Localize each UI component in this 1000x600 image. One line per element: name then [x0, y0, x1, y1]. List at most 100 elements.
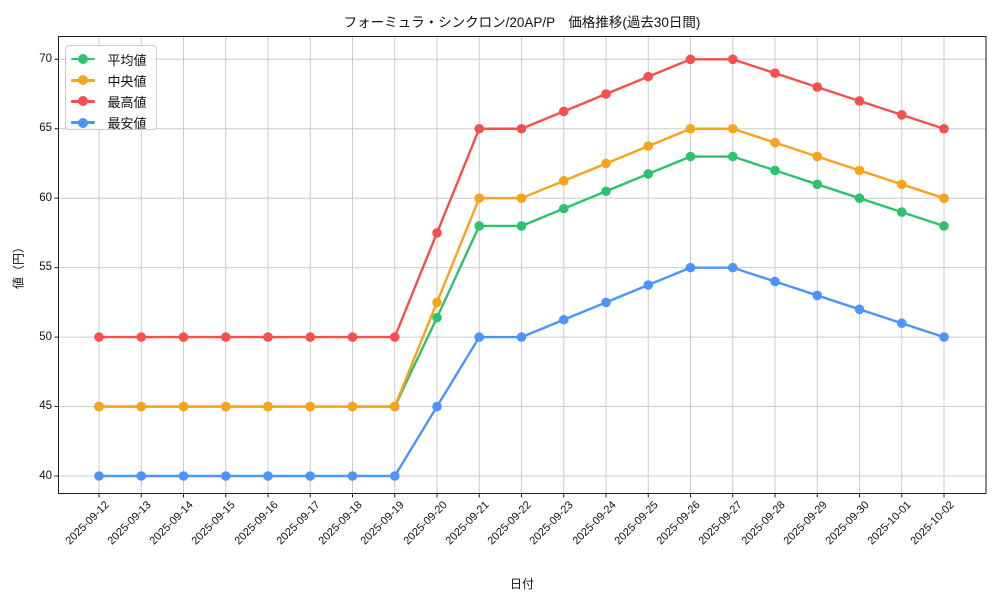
legend-line-sample-icon — [70, 75, 95, 86]
data-point-median — [770, 137, 780, 148]
data-point-median — [896, 179, 907, 190]
data-point-max — [643, 71, 654, 82]
data-point-median — [389, 401, 400, 412]
data-point-max — [220, 332, 231, 342]
y-tick-label: 45 — [39, 400, 52, 413]
legend-marker-icon — [77, 96, 88, 107]
data-point-median — [854, 165, 865, 176]
data-point-min — [220, 471, 231, 481]
data-point-min — [432, 401, 442, 412]
data-point-max — [516, 123, 527, 134]
y-tick-label: 55 — [39, 261, 52, 274]
data-point-max — [939, 123, 949, 134]
data-point-min — [727, 262, 738, 273]
legend-item-min: 最安値 — [66, 112, 156, 133]
y-tick-label: 65 — [39, 122, 52, 135]
data-point-median — [558, 176, 569, 186]
legend-line-sample-icon — [70, 96, 95, 107]
data-point-median — [220, 401, 231, 412]
data-point-min — [516, 332, 527, 342]
data-point-max — [263, 332, 273, 342]
data-point-median — [347, 401, 358, 412]
data-point-min — [178, 471, 189, 481]
data-point-median — [727, 123, 738, 134]
data-point-min — [896, 318, 907, 329]
data-point-min — [94, 471, 104, 481]
data-point-mean — [558, 203, 569, 214]
data-point-mean — [474, 221, 485, 231]
legend-label: 中央値 — [107, 73, 147, 89]
data-point-mean — [939, 221, 949, 231]
legend-item-median: 中央値 — [66, 70, 156, 91]
data-point-mean — [727, 151, 738, 162]
legend-marker-icon — [77, 54, 88, 65]
data-point-max — [812, 82, 823, 92]
data-point-median — [178, 401, 189, 412]
data-point-max — [136, 332, 147, 342]
data-point-median — [516, 193, 527, 203]
data-point-min — [685, 262, 696, 273]
data-point-max — [896, 110, 907, 120]
data-point-mean — [685, 151, 696, 162]
data-point-mean — [432, 312, 442, 323]
data-point-median — [474, 193, 485, 203]
data-point-median — [305, 401, 316, 412]
data-point-mean — [896, 207, 907, 217]
legend: 平均値中央値最高値最安値 — [64, 44, 157, 133]
data-point-mean — [812, 179, 823, 190]
data-point-mean — [643, 169, 654, 179]
data-point-median — [939, 193, 949, 203]
data-point-max — [94, 332, 104, 342]
data-point-min — [770, 276, 780, 287]
x-axis-label: 日付 — [509, 577, 535, 591]
data-point-median — [643, 141, 654, 151]
legend-label: 最高値 — [107, 94, 147, 110]
data-point-max — [727, 54, 738, 65]
legend-marker-icon — [77, 75, 88, 86]
legend-label: 最安値 — [107, 116, 147, 132]
data-point-max — [770, 68, 780, 78]
data-point-max — [474, 123, 485, 134]
legend-item-max: 最高値 — [66, 91, 156, 112]
data-point-min — [854, 304, 865, 315]
data-point-max — [432, 228, 442, 238]
y-tick-label: 50 — [39, 330, 52, 343]
data-point-min — [601, 297, 611, 308]
legend-line-sample-icon — [70, 117, 95, 128]
data-point-min — [812, 290, 823, 301]
data-point-min — [305, 471, 316, 481]
y-tick-label: 60 — [39, 191, 52, 204]
data-point-max — [558, 106, 569, 117]
legend-item-mean: 平均値 — [66, 49, 156, 70]
data-point-mean — [601, 186, 611, 197]
y-tick-label: 70 — [39, 52, 52, 65]
data-point-min — [474, 332, 485, 342]
data-point-max — [305, 332, 316, 342]
data-point-median — [601, 158, 611, 169]
data-point-median — [94, 401, 104, 412]
legend-line-sample-icon — [70, 54, 95, 65]
data-point-max — [685, 54, 696, 65]
data-point-min — [643, 280, 654, 290]
legend-label: 平均値 — [107, 52, 147, 68]
data-point-max — [347, 332, 358, 342]
data-point-min — [263, 471, 273, 481]
data-point-min — [389, 471, 400, 481]
data-point-min — [558, 314, 569, 325]
data-point-min — [347, 471, 358, 481]
data-point-min — [136, 471, 147, 481]
data-point-median — [685, 123, 696, 134]
data-point-median — [812, 151, 823, 162]
plot-border — [58, 36, 987, 494]
data-point-max — [854, 96, 865, 106]
y-tick-label: 40 — [39, 469, 52, 482]
data-point-min — [939, 332, 949, 342]
data-point-max — [389, 332, 400, 342]
legend-marker-icon — [77, 117, 88, 128]
data-point-median — [263, 401, 273, 412]
data-point-max — [178, 332, 189, 342]
chart-title: フォーミュラ・シンクロン/20AP/P 価格推移(過去30日間) — [343, 15, 701, 30]
data-point-median — [432, 297, 442, 308]
